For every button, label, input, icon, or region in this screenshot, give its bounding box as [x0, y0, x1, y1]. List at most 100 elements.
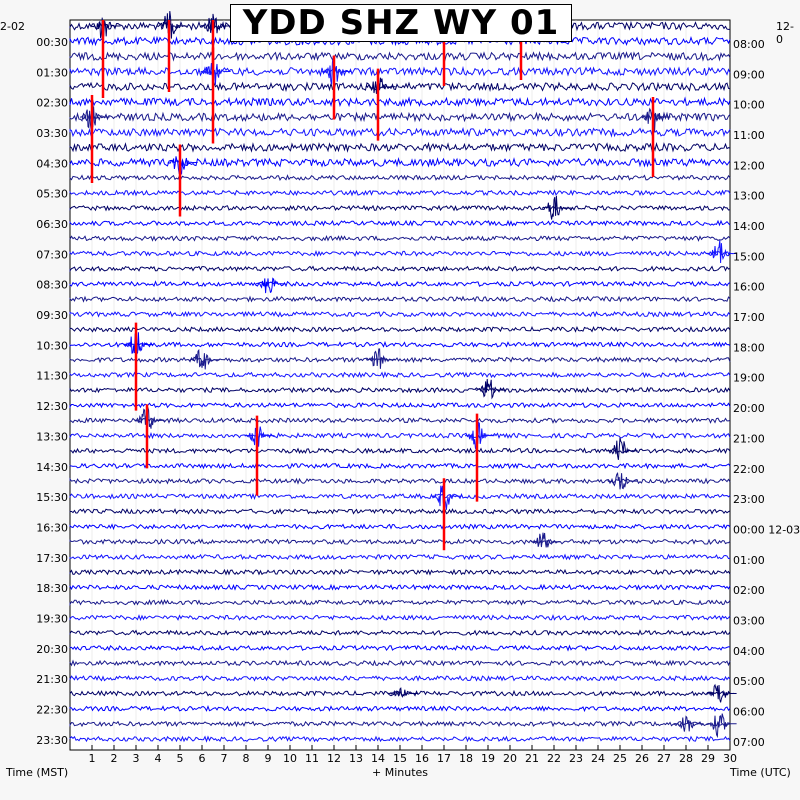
- trace-row: [69, 629, 731, 637]
- trace-row: [69, 386, 731, 394]
- x-tick-label: 22: [547, 752, 561, 765]
- event-waveform: [706, 713, 737, 739]
- trace-row: [69, 235, 731, 242]
- trace-row: [69, 295, 731, 303]
- trace-row: [69, 523, 731, 531]
- x-tick-label: 25: [613, 752, 627, 765]
- left-axis-label: Time (MST): [6, 766, 69, 779]
- trace-row: [69, 568, 731, 576]
- trace-row: [69, 81, 731, 93]
- trace-row: [69, 705, 731, 713]
- right-time-label: 01:00: [733, 554, 765, 567]
- left-time-label: 06:30: [36, 218, 68, 231]
- event-waveform: [542, 195, 572, 220]
- seismic-traces: [69, 20, 731, 743]
- event-waveform: [244, 426, 275, 447]
- right-time-label: 00:00 12-03: [733, 523, 800, 536]
- right-time-label: 23:00: [733, 493, 765, 506]
- x-tick-label: 8: [243, 752, 250, 765]
- trace-row: [69, 583, 731, 591]
- trace-row: [69, 356, 731, 364]
- x-tick-label: 3: [133, 752, 140, 765]
- right-time-label: 11:00: [733, 129, 765, 142]
- x-tick-label: 28: [679, 752, 693, 765]
- left-time-label: 05:30: [36, 188, 68, 201]
- x-tick-label: 2: [111, 752, 118, 765]
- right-time-label: 10:00: [733, 99, 765, 112]
- x-tick-label: 13: [349, 752, 363, 765]
- x-axis-ticks: 1 2 3 4 5 6 7 8 9 10 11 12 13 14 15 16 17 18 19 20 21 22 23 24 2…: [69, 745, 737, 765]
- trace-row: [69, 111, 731, 123]
- x-tick-label: 26: [635, 752, 649, 765]
- trace-row: [69, 371, 731, 379]
- event-waveform: [387, 687, 418, 698]
- trace-row: [69, 35, 731, 47]
- right-time-label: 07:00: [733, 736, 765, 749]
- x-tick-label: 1: [89, 752, 96, 765]
- x-tick-label: 16: [415, 752, 429, 765]
- event-waveform: [189, 348, 220, 370]
- x-tick-label: 20: [503, 752, 517, 765]
- right-time-label: 02:00: [733, 584, 765, 597]
- x-tick-label: 12: [327, 752, 341, 765]
- trace-row: [69, 508, 731, 515]
- event-waveform: [365, 77, 396, 98]
- event-waveform: [673, 715, 704, 732]
- event-waveform: [79, 103, 110, 132]
- x-tick-label: 4: [155, 752, 162, 765]
- x-tick-label: 9: [265, 752, 272, 765]
- trace-row: [69, 127, 731, 138]
- left-time-labels: 00:30 01:30 02:30 03:30 04:30 05:30 06:30 07:30…: [36, 36, 68, 747]
- x-axis-label: + Minutes: [372, 766, 429, 779]
- trace-row: [69, 720, 731, 728]
- trace-row: [69, 340, 731, 348]
- right-time-label: 12:00: [733, 159, 765, 172]
- event-waveform: [607, 471, 638, 490]
- trace-row: [69, 644, 731, 652]
- left-time-label: 18:30: [36, 582, 68, 595]
- trace-row: [69, 674, 731, 682]
- left-time-label: 20:30: [36, 643, 68, 656]
- left-time-label: 19:30: [36, 612, 68, 625]
- left-time-label: 22:30: [36, 703, 68, 716]
- trace-row: [69, 50, 731, 62]
- event-waveform: [134, 407, 165, 429]
- right-time-label: 18:00: [733, 341, 765, 354]
- event-waveform: [255, 277, 286, 294]
- event-waveform: [475, 379, 506, 400]
- event-waveform: [200, 63, 231, 85]
- event-waveform: [431, 485, 462, 510]
- x-tick-label: 10: [283, 752, 297, 765]
- trace-row: [69, 735, 731, 743]
- trace-row: [69, 614, 731, 622]
- trace-row: [69, 402, 731, 409]
- trace-row: [69, 310, 731, 318]
- x-tick-label: 18: [459, 752, 473, 765]
- event-waveform: [640, 107, 671, 132]
- left-time-label: 00:30: [36, 36, 68, 49]
- right-time-label: 13:00: [733, 190, 765, 203]
- x-tick-label: 14: [371, 752, 385, 765]
- left-time-label: 13:30: [36, 430, 68, 443]
- x-tick-label: 5: [177, 752, 184, 765]
- event-waveform: [90, 17, 121, 41]
- trace-row: [69, 432, 731, 440]
- left-time-label: 17:30: [36, 552, 68, 565]
- x-tick-label: 11: [305, 752, 319, 765]
- right-axis-label: Time (UTC): [730, 766, 791, 779]
- event-waveform: [706, 240, 737, 264]
- x-tick-label: 30: [723, 752, 737, 765]
- event-waveform: [156, 11, 187, 39]
- right-time-label: 17:00: [733, 311, 765, 324]
- right-time-label: 22:00: [733, 463, 765, 476]
- chart-title: YDD SHZ WY 01: [230, 3, 572, 43]
- right-time-label: 21:00: [733, 432, 765, 445]
- trace-row: [69, 599, 731, 607]
- left-time-label: 12:30: [36, 400, 68, 413]
- trace-row: [69, 538, 731, 546]
- x-tick-label: 27: [657, 752, 671, 765]
- left-time-label: 10:30: [36, 339, 68, 352]
- trace-row: [69, 250, 731, 258]
- right-time-label: 19:00: [733, 372, 765, 385]
